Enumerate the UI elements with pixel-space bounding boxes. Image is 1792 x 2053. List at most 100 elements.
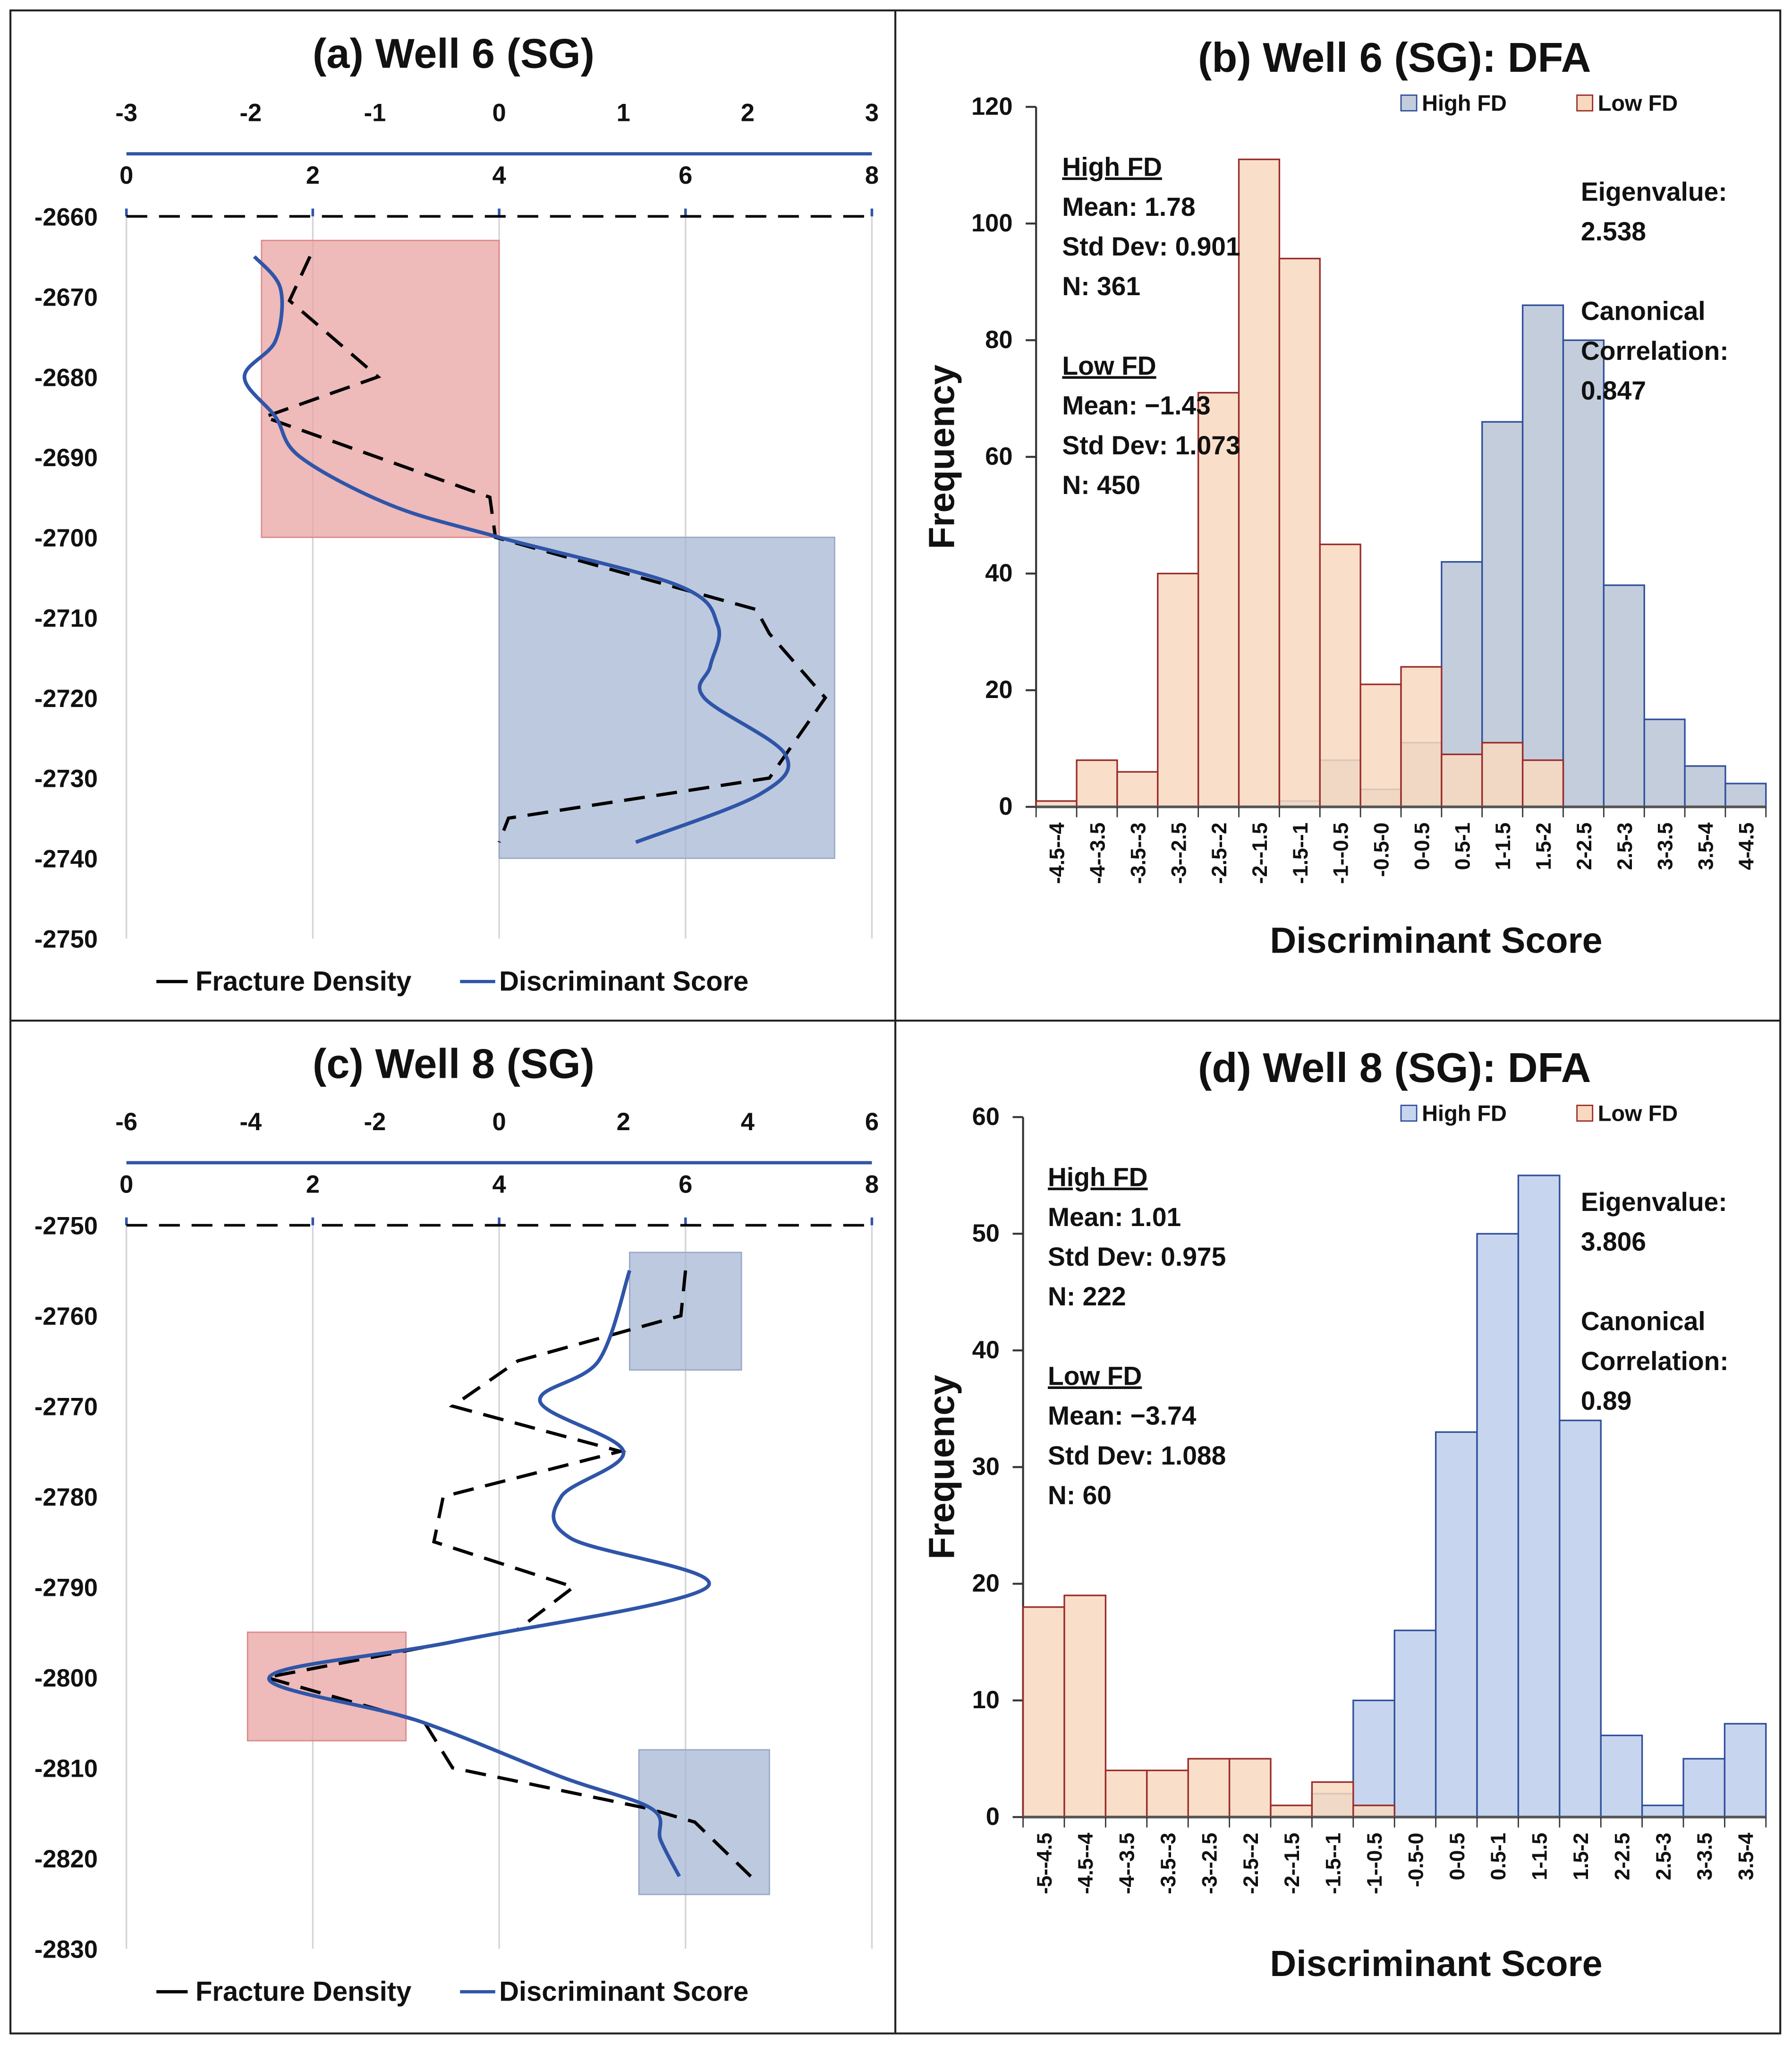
low-fd-bar [1187,1758,1231,1818]
x-tick-label: 2.5-3 [1614,823,1637,870]
high-fd-bar [1641,1805,1684,1818]
x-tick-label: -1--0.5 [1363,1833,1386,1894]
y-tick-label: 120 [971,93,1013,120]
legend-low-fd-swatch [1576,94,1594,111]
depth-tick-label: -2770 [34,1394,98,1421]
y-tick-label: 20 [985,676,1012,704]
panel-a: (a) Well 6 (SG) 0 2 4 6 8 -3 -2 -1 0 1 2 3 -2660 -2670… [34,30,879,997]
x-tick-label: 1.5-2 [1570,1833,1593,1881]
ds-axis-tick-label: -2 [240,100,262,127]
legend-discriminant-score-label: Discriminant Score [499,1977,748,2007]
x-tick-label: -4.5--4 [1074,1832,1097,1894]
y-tick-label: 60 [972,1103,1000,1131]
x-tick-label: -3.5--3 [1127,823,1150,884]
low-fd-mean: Mean: −3.74 [1048,1401,1197,1431]
low-fd-bar [1063,1594,1107,1818]
depth-tick-label: -2690 [34,444,98,472]
y-tick-label: 20 [972,1570,1000,1597]
high-fd-bar [1521,304,1564,808]
high-fd-n: N: 361 [1062,272,1140,301]
discriminant-score-line [242,255,790,844]
low-fd-bar [1400,666,1443,808]
y-axis-label: Frequency [921,1375,962,1559]
low-fd-bar [1076,759,1118,808]
fd-axis-tick-label: 2 [306,1171,320,1198]
chart-title: (d) Well 8 (SG): DFA [1198,1044,1591,1091]
high-fd-bar [1724,783,1767,808]
legend-discriminant-score-label: Discriminant Score [499,967,748,997]
low-fd-bar [1278,257,1321,808]
x-tick-label: 3.5-4 [1735,1832,1758,1880]
high-fd-std-dev: Std Dev: 0.901 [1062,232,1240,261]
low-fd-n: N: 450 [1062,470,1140,500]
high-fd-zone-box [498,537,835,859]
low-fd-bar [1311,1781,1354,1818]
x-tick-label: -1--0.5 [1330,823,1353,884]
low-fd-bar [1441,753,1483,808]
chart-title: (a) Well 6 (SG) [313,30,595,77]
ds-axis-tick-label: -1 [364,100,386,127]
legend-high-fd-label: High FD [1422,1101,1507,1126]
x-tick-label: -1.5--1 [1322,1833,1345,1894]
legend-low-fd-swatch [1576,1105,1594,1122]
fd-axis-tick-label: 0 [119,1171,133,1198]
x-tick-label: -3--2.5 [1167,823,1190,884]
legend-high-fd-label: High FD [1422,91,1507,116]
fd-axis-tick-label: 4 [492,162,506,189]
high-fd-bar [1600,1734,1643,1818]
high-fd-bar [1684,765,1726,808]
y-tick-label: 10 [972,1687,1000,1714]
depth-tick-label: -2760 [34,1303,98,1330]
x-tick-label: 0-0.5 [1410,823,1434,870]
x-tick-label: -2--1.5 [1281,1833,1304,1894]
low-fd-bar [1157,572,1199,808]
panel-b: (b) Well 6 (SG): DFA 0 20 40 60 80 100 120 -4.5-… [921,34,1767,961]
fracture-density-line [265,1270,752,1878]
y-tick-label: 0 [999,793,1012,820]
x-tick-label: 0.5-1 [1487,1833,1510,1881]
legend-fracture-density-label: Fracture Density [195,1977,411,2007]
y-tick-label: 60 [985,443,1012,470]
ds-axis-tick-label: 0 [492,1108,506,1136]
x-tick-label: 4-4.5 [1735,823,1758,870]
x-tick-label: 3.5-4 [1695,822,1718,870]
chart-title: (b) Well 6 (SG): DFA [1198,34,1591,81]
x-tick-label: -0.5-0 [1404,1833,1427,1887]
y-tick-label: 30 [972,1453,1000,1481]
high-fd-bar [1352,1699,1395,1818]
high-fd-mean: Mean: 1.01 [1048,1202,1181,1232]
depth-tick-label: -2740 [34,846,98,873]
fd-axis-tick-label: 6 [679,162,692,189]
high-fd-bar [1476,1233,1520,1818]
x-tick-label: 2-2.5 [1573,823,1596,870]
ds-axis-tick-label: 4 [741,1108,755,1136]
ds-axis-tick-label: 2 [741,100,755,127]
depth-tick-label: -2780 [34,1484,98,1511]
low-fd-std-dev: Std Dev: 1.073 [1062,431,1240,460]
depth-tick-label: -2670 [34,284,98,311]
x-tick-label: 0-0.5 [1446,1833,1469,1881]
x-tick-label: 1-1.5 [1492,823,1515,870]
x-tick-label: 1.5-2 [1532,823,1555,870]
low-fd-bar [1319,543,1361,808]
panel-d: (d) Well 8 (SG): DFA 0 10 20 30 40 50 60 -5--4.5… [921,1044,1767,1984]
x-tick-label: -2.5--2 [1240,1833,1263,1894]
fracture-density-line [259,256,828,843]
canonical-correlation-value: 0.847 [1581,376,1646,405]
low-fd-zone-box [246,1631,407,1742]
high-fd-stats-heading: High FD [1062,153,1162,182]
legend-low-fd-label: Low FD [1598,91,1678,116]
high-fd-bar [1435,1431,1478,1818]
chart-title: (c) Well 8 (SG) [313,1040,595,1087]
ds-axis-tick-label: -2 [364,1108,386,1136]
x-tick-label: 0.5-1 [1451,823,1474,870]
canonical-correlation-label-2: Correlation: [1581,336,1729,366]
legend-fracture-density-label: Fracture Density [195,967,411,997]
x-tick-label: 2-2.5 [1611,1833,1634,1881]
eigenvalue-value: 3.806 [1581,1227,1646,1256]
legend-high-fd-swatch [1400,1105,1418,1122]
ds-axis-tick-label: -6 [115,1108,137,1136]
x-tick-label: -2.5--2 [1208,823,1231,884]
high-fd-zone-box [628,1252,742,1371]
